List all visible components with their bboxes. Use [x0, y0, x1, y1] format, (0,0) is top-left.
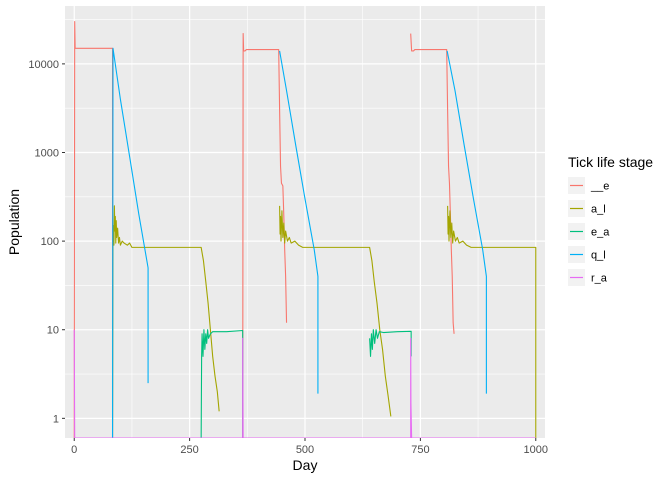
legend-item-q_l: q_l [568, 246, 606, 263]
series-line-__e [242, 32, 288, 438]
series-a_l [111, 205, 537, 438]
y-tick-label: 1 [53, 413, 59, 425]
legend-item-e_a: e_a [568, 223, 610, 240]
legend-label: r_a [591, 273, 608, 285]
x-axis-title: Day [293, 457, 318, 473]
legend-label: a_l [591, 204, 606, 216]
series-line-__e [410, 33, 455, 334]
series-line-a_l [111, 205, 220, 438]
y-tick-label: 100 [41, 236, 59, 248]
x-tick-label: 750 [411, 444, 429, 456]
x-tick-label: 250 [180, 444, 198, 456]
series-line-a_l [447, 205, 537, 438]
series-line-e_a [369, 329, 412, 357]
series-line-a_l [279, 205, 392, 417]
legend-item-__e: __e [568, 177, 609, 194]
series-e_a [200, 329, 412, 438]
legend-label: __e [590, 181, 609, 193]
y-tick-label: 10000 [28, 59, 59, 71]
x-axis-ticks: 0 250 500 750 1000 [71, 438, 548, 456]
series-r_a [73, 329, 536, 438]
series-line-e_a [200, 329, 244, 438]
series-line-q_l [446, 50, 487, 394]
series-q_l [111, 47, 487, 438]
legend-label: q_l [591, 250, 606, 262]
x-tick-label: 500 [296, 444, 314, 456]
legend-item-a_l: a_l [568, 200, 606, 217]
y-tick-label: 10 [47, 325, 59, 337]
series-line-q_l [111, 47, 149, 438]
y-tick-label: 1000 [35, 147, 59, 159]
series-line-q_l [279, 50, 319, 394]
legend-item-r_a: r_a [568, 269, 608, 286]
legend-label: e_a [591, 227, 610, 239]
x-tick-label: 0 [71, 444, 77, 456]
y-axis-title: Population [6, 189, 22, 255]
legend-title: Tick life stage [568, 154, 653, 170]
x-tick-label: 1000 [524, 444, 548, 456]
series-line-r_a [73, 329, 536, 438]
legend: Tick life stage __e a_l e_a q_l r_a [568, 154, 653, 286]
series-lines [73, 21, 537, 438]
y-axis-ticks: 1 10 100 1000 10000 [28, 59, 65, 425]
